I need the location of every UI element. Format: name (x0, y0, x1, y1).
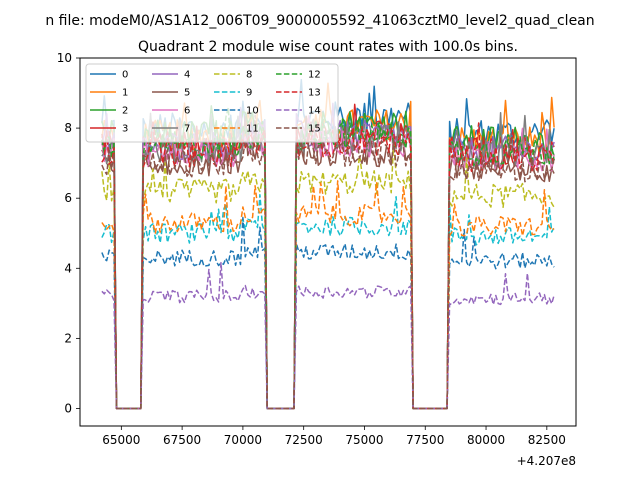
legend-label-3: 3 (122, 124, 128, 135)
series-line-13 (101, 120, 555, 410)
series-line-9 (101, 194, 555, 410)
y-tick-label: 4 (64, 261, 72, 275)
legend-label-15: 15 (308, 124, 321, 135)
x-tick-label: 67500 (163, 433, 201, 447)
legend-label-8: 8 (246, 70, 252, 81)
legend-label-0: 0 (122, 70, 128, 81)
x-tick-label: 80000 (467, 433, 505, 447)
legend-label-9: 9 (246, 88, 252, 99)
y-tick-label: 0 (64, 401, 72, 415)
x-tick-label: 72500 (285, 433, 323, 447)
y-tick-label: 2 (64, 331, 72, 345)
chart-suptitle: n file: modeM0/AS1A12_006T09_9000005592_… (45, 13, 594, 29)
legend-label-13: 13 (308, 88, 321, 99)
legend-label-10: 10 (246, 106, 259, 117)
x-tick-label: 77500 (406, 433, 444, 447)
legend-label-14: 14 (308, 106, 321, 117)
legend-label-6: 6 (184, 106, 190, 117)
y-axis: 0 2 4 6 8 10 (57, 51, 80, 415)
series-line-8 (101, 142, 555, 410)
series-line-11 (101, 180, 555, 410)
legend-label-7: 7 (184, 124, 190, 135)
legend-label-4: 4 (184, 70, 190, 81)
series-line-14 (101, 261, 555, 410)
legend-label-2: 2 (122, 106, 128, 117)
y-tick-label: 10 (57, 51, 72, 65)
x-tick-label: 82500 (528, 433, 566, 447)
x-tick-label: 65000 (102, 433, 140, 447)
chart-title: Quadrant 2 module wise count rates with … (138, 39, 518, 55)
x-offset-label: +4.207e8 (517, 454, 576, 468)
y-tick-label: 8 (64, 121, 72, 135)
legend-label-12: 12 (308, 70, 321, 81)
legend-box (85, 63, 339, 143)
legend-label-11: 11 (246, 124, 259, 135)
series-line-15 (101, 114, 555, 410)
x-tick-label: 75000 (345, 433, 383, 447)
x-axis: 65000 67500 70000 72500 75000 77500 80000 82500 (102, 426, 566, 447)
legend-label-1: 1 (122, 88, 128, 99)
series-line-6 (101, 115, 555, 410)
legend-label-5: 5 (184, 88, 190, 99)
x-tick-label: 70000 (224, 433, 262, 447)
axes-frame (79, 57, 577, 427)
series-line-10 (101, 216, 555, 410)
y-tick-label: 6 (64, 191, 72, 205)
